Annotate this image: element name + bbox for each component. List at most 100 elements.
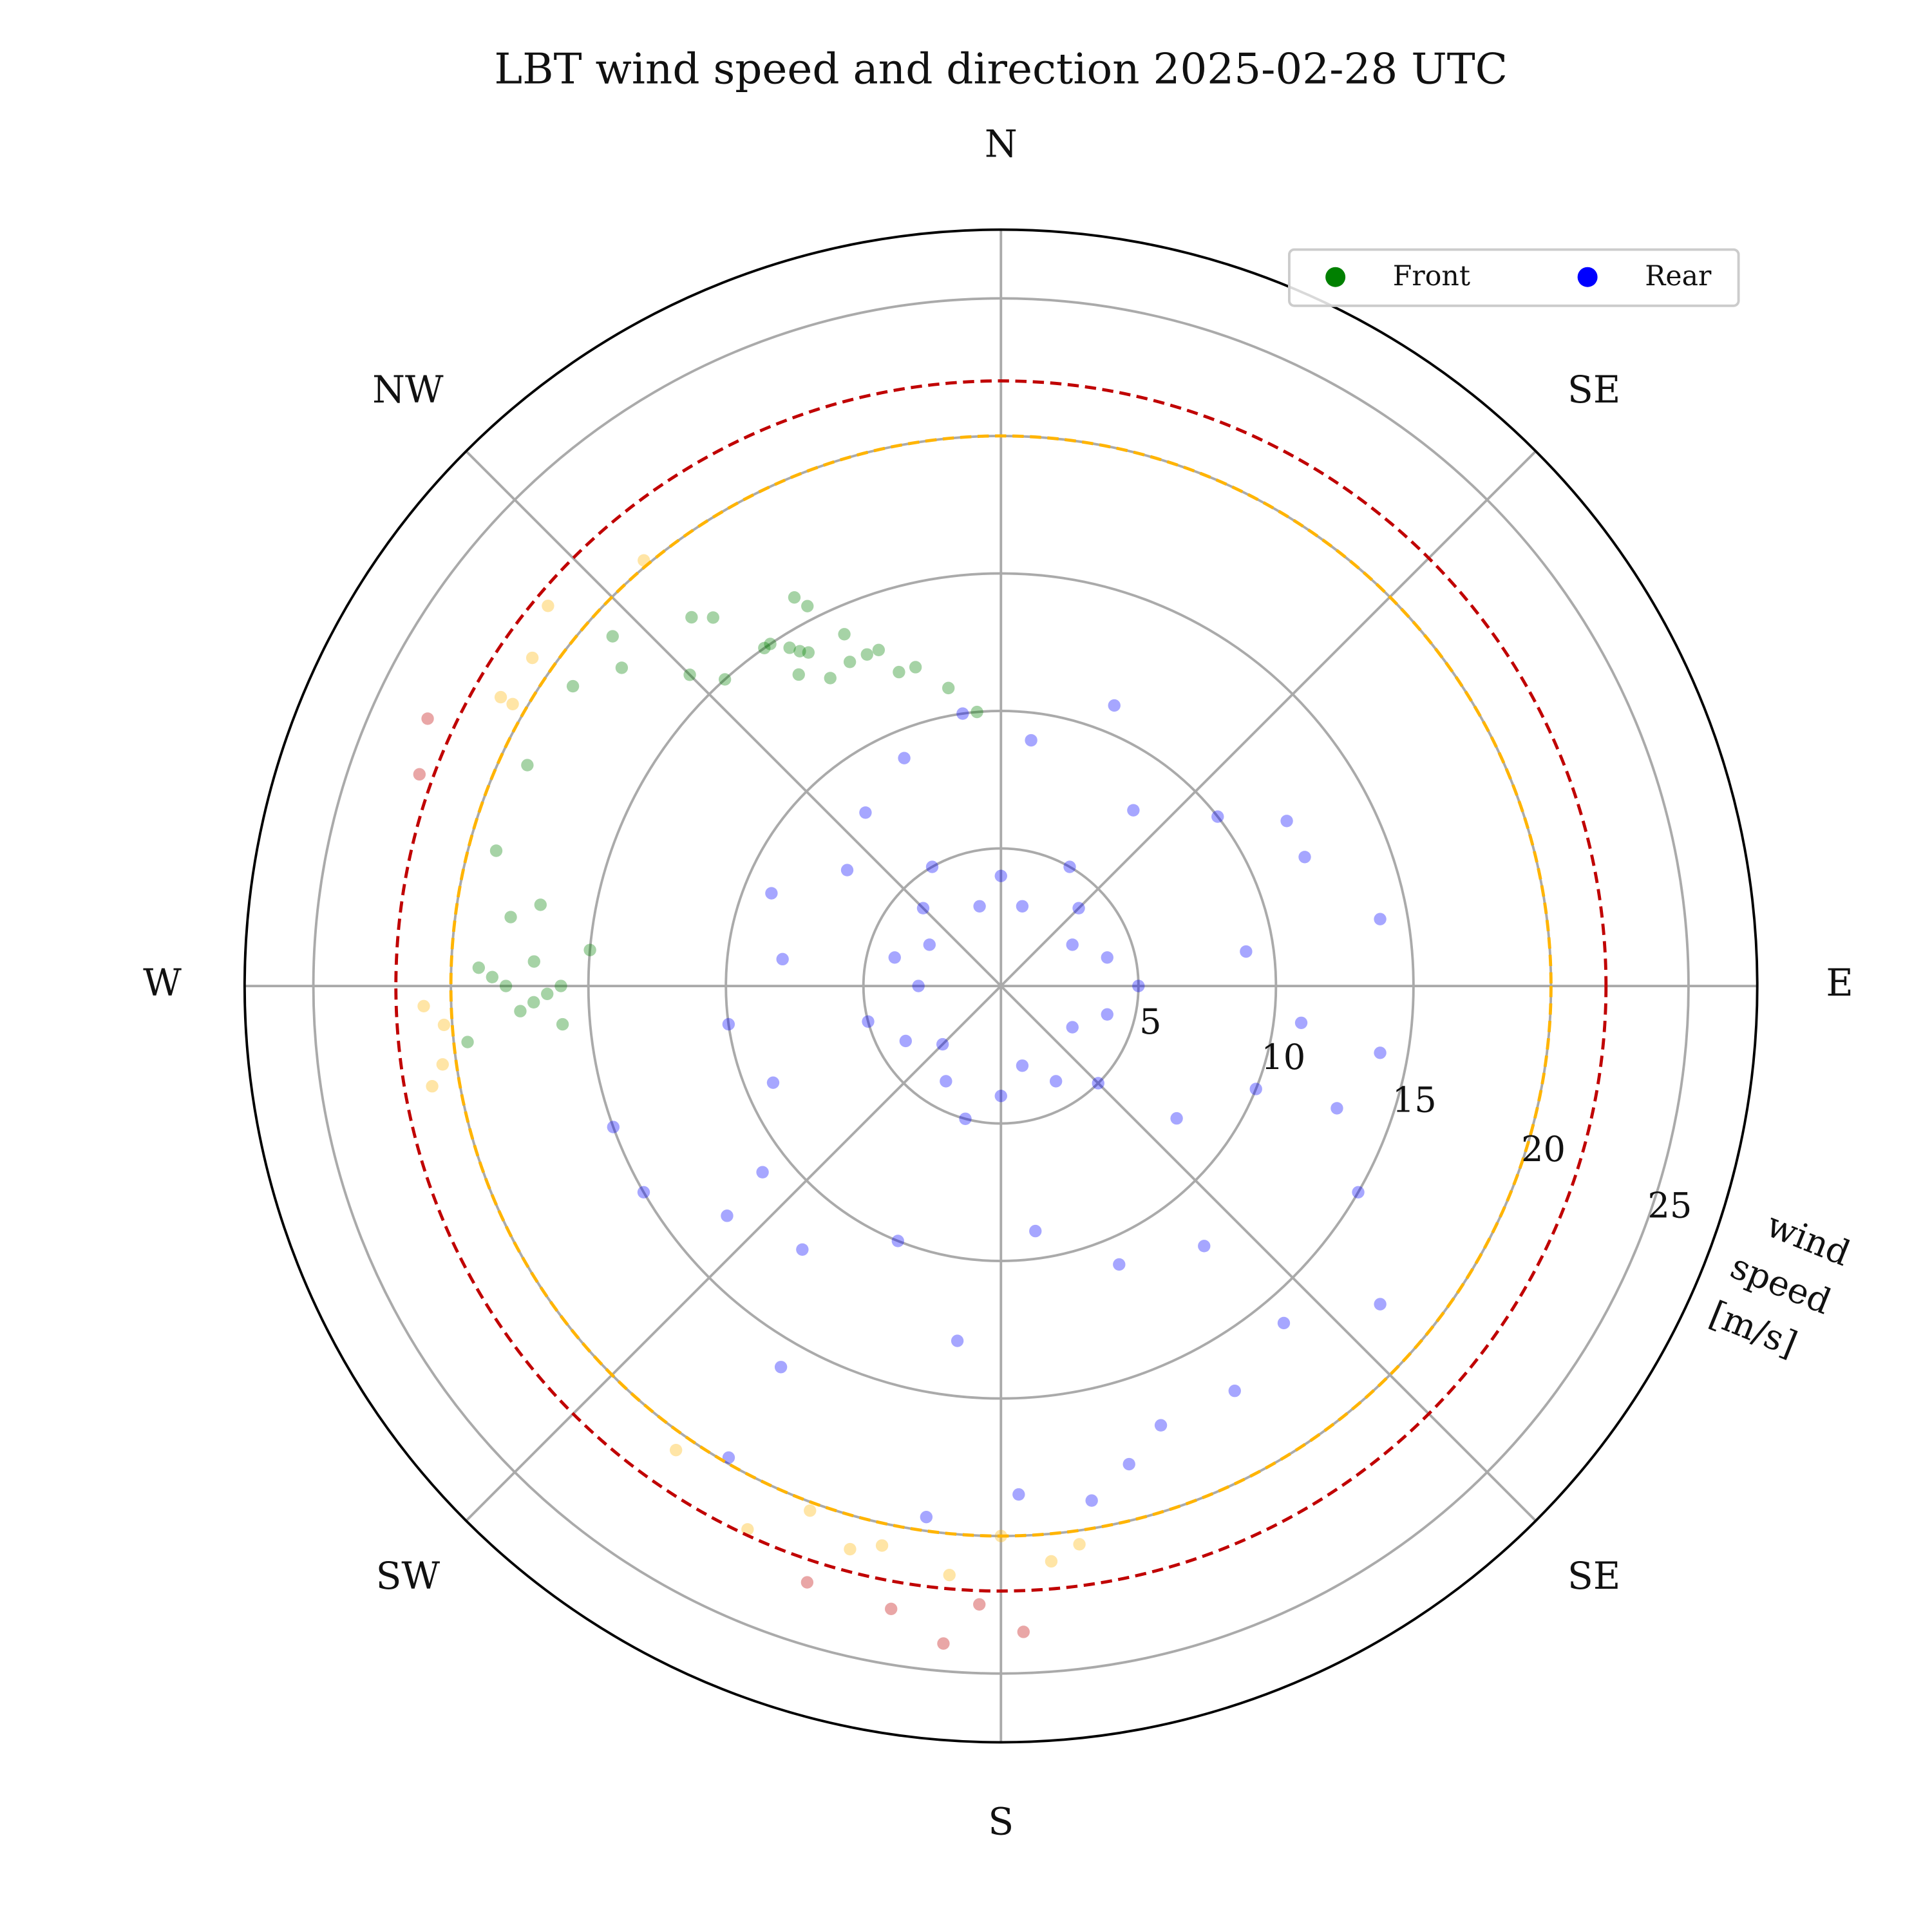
data-point <box>1170 1112 1183 1125</box>
data-point <box>765 887 778 900</box>
data-point <box>1198 1240 1211 1253</box>
data-point <box>1108 699 1121 712</box>
data-point <box>888 951 901 964</box>
data-point <box>554 980 567 992</box>
legend-label: Front <box>1393 260 1470 292</box>
theta-tick-label: W <box>143 961 182 1005</box>
data-point <box>706 611 719 624</box>
data-point <box>685 611 698 624</box>
data-point <box>1092 1077 1104 1090</box>
data-point <box>1122 1457 1135 1471</box>
theta-grid-line <box>999 985 1537 1522</box>
data-point <box>1063 860 1076 873</box>
data-point <box>1066 1021 1079 1034</box>
data-point <box>1085 1494 1098 1507</box>
legend-marker <box>1325 267 1346 287</box>
data-point <box>1374 1046 1387 1059</box>
data-point <box>669 1443 683 1457</box>
data-point <box>872 643 886 656</box>
data-point <box>937 1637 950 1650</box>
data-point <box>606 630 619 643</box>
data-point <box>1072 902 1085 914</box>
data-point <box>891 1235 904 1247</box>
data-point <box>461 1036 474 1048</box>
data-point <box>1331 1102 1343 1115</box>
legend-box <box>1287 248 1740 307</box>
data-point <box>722 1018 735 1031</box>
data-point <box>436 1058 449 1071</box>
data-point <box>973 900 986 913</box>
polar-frame <box>243 228 1759 1744</box>
data-point <box>1132 980 1145 992</box>
data-point <box>800 1576 814 1589</box>
data-point <box>486 971 499 983</box>
theta-tick-label: N <box>985 122 1018 166</box>
data-point <box>942 681 955 695</box>
data-point <box>426 1080 439 1093</box>
data-point <box>1101 1008 1113 1021</box>
r-tick-label: 20 <box>1521 1129 1566 1170</box>
data-point <box>774 1361 788 1374</box>
data-point <box>925 860 939 873</box>
data-point <box>718 673 732 686</box>
threshold-circle <box>394 379 1608 1593</box>
data-point <box>792 668 805 681</box>
theta-grid-line <box>465 985 1002 1522</box>
data-point <box>943 1569 956 1582</box>
r-tick-label: 15 <box>1392 1079 1437 1120</box>
data-point <box>1049 1075 1063 1088</box>
r-tick-label: 25 <box>1647 1185 1692 1226</box>
data-point <box>793 645 806 658</box>
r-tick-label: 10 <box>1261 1037 1305 1077</box>
data-point <box>859 806 872 819</box>
data-point <box>1277 1316 1291 1330</box>
data-point <box>898 752 911 764</box>
data-point <box>1016 900 1029 913</box>
data-point <box>499 980 513 992</box>
data-point <box>722 1451 735 1464</box>
data-point <box>862 1015 875 1028</box>
legend-label: Rear <box>1645 260 1712 292</box>
data-point <box>860 648 873 661</box>
data-point <box>956 707 969 720</box>
theta-grid-line <box>999 450 1537 987</box>
data-point <box>637 1186 650 1198</box>
data-point <box>776 952 789 966</box>
data-point <box>494 690 507 704</box>
data-point <box>1228 1385 1241 1397</box>
data-point <box>1298 851 1311 864</box>
chart-title: LBT wind speed and direction 2025-02-28 … <box>494 44 1508 93</box>
data-point <box>566 679 580 693</box>
data-point <box>607 1121 620 1133</box>
data-point <box>1154 1419 1168 1432</box>
data-point <box>994 869 1007 882</box>
theta-tick-label: S <box>988 1799 1014 1843</box>
data-point <box>1352 1186 1365 1198</box>
data-point <box>994 1090 1007 1103</box>
data-point <box>971 705 983 719</box>
data-point <box>1374 1298 1387 1311</box>
data-point <box>489 844 503 857</box>
data-point <box>764 638 777 650</box>
data-point <box>1211 810 1224 823</box>
data-point <box>526 651 539 665</box>
data-point <box>683 668 696 681</box>
data-point <box>796 1243 809 1256</box>
data-point <box>417 999 430 1012</box>
data-point <box>542 600 554 612</box>
legend-marker <box>1577 267 1598 287</box>
data-point <box>912 980 925 992</box>
theta-tick-label: SE <box>1567 368 1620 412</box>
data-point <box>721 1209 734 1222</box>
points <box>413 554 1387 1650</box>
data-point <box>506 697 519 710</box>
data-point <box>936 1037 949 1051</box>
data-point <box>885 1602 898 1616</box>
data-point <box>959 1112 972 1125</box>
data-point <box>1101 951 1113 964</box>
data-point <box>783 641 796 654</box>
data-point <box>504 911 517 923</box>
data-point <box>556 1018 569 1031</box>
data-point <box>615 661 629 674</box>
